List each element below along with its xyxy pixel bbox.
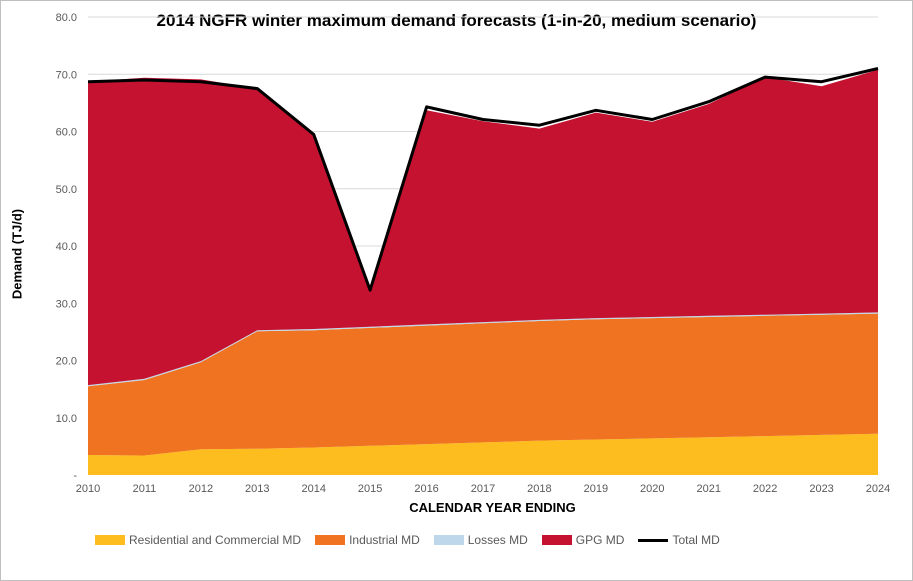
y-tick-label: 80.0 [56,12,77,24]
y-tick-labels: - 10.0 20.0 30.0 40.0 50.0 60.0 70.0 80.0 [56,12,78,482]
stacked-areas [88,69,878,475]
area-series-3 [88,69,878,386]
x-tick-label: 2019 [584,483,608,495]
x-tick-label: 2024 [866,483,890,495]
x-tick-labels: 2010 2011 2012 2013 2014 2015 2016 2017 2018 2019… [76,483,890,495]
y-tick-label: 10.0 [56,413,77,425]
y-tick-label: 50.0 [56,184,77,196]
x-tick-label: 2017 [471,483,495,495]
legend-item-industrial: Industrial MD [315,533,420,547]
legend: Residential and Commercial MD Industrial… [95,533,734,547]
area-series-0 [88,433,878,475]
x-tick-label: 2014 [301,483,325,495]
legend-label-residential: Residential and Commercial MD [129,533,302,547]
x-tick-label: 2011 [133,483,157,495]
legend-swatch-losses [433,535,464,545]
y-tick-label: 60.0 [56,127,77,139]
y-tick-label: 20.0 [56,356,77,368]
x-tick-label: 2012 [189,483,213,495]
y-tick-label: 40.0 [56,241,77,253]
legend-item-total: Total MD [638,533,720,547]
legend-label-industrial: Industrial MD [349,533,420,547]
legend-label-losses: Losses MD [467,533,528,547]
x-tick-label: 2018 [527,483,551,495]
legend-item-losses: Losses MD [433,533,528,547]
total-line-layer [87,67,879,292]
y-tick-label: - [73,470,77,482]
y-tick-label: 70.0 [56,69,77,81]
x-tick-label: 2020 [640,483,664,495]
legend-item-gpg: GPG MD [541,533,625,547]
total-md-line [87,67,879,292]
legend-swatch-residential [95,535,125,545]
legend-swatch-total [638,538,669,542]
legend-label-gpg: GPG MD [575,533,625,547]
legend-label-total: Total MD [672,533,720,547]
x-tick-label: 2021 [696,483,720,495]
x-axis-title: CALENDAR YEAR ENDING [409,500,576,515]
area-series-1 [88,313,878,456]
x-tick-label: 2023 [809,483,833,495]
y-tick-label: 30.0 [56,298,77,310]
x-tick-label: 2010 [76,483,100,495]
chart-title: 2014 NGFR winter maximum demand forecast… [156,11,757,30]
x-tick-label: 2022 [753,483,777,495]
x-tick-label: 2013 [245,483,269,495]
x-tick-label: 2016 [414,483,438,495]
x-tick-label: 2015 [358,483,382,495]
legend-swatch-industrial [315,535,346,545]
legend-item-residential: Residential and Commercial MD [95,533,301,547]
legend-swatch-gpg [541,535,572,545]
